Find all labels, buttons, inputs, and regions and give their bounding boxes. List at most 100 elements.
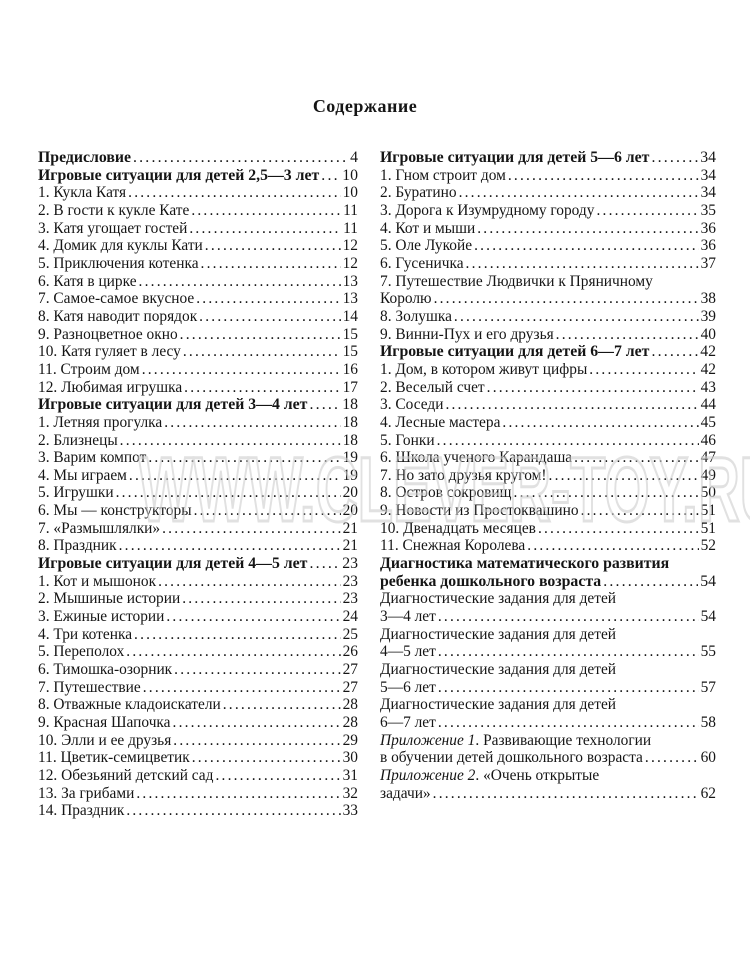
toc-entry-label: 6. Школа ученого Карандаша xyxy=(380,449,573,467)
toc-page-number: 49 xyxy=(700,466,716,484)
toc-entry: 2. Мышиные истории 23 xyxy=(38,590,358,608)
toc-page-number: 23 xyxy=(342,555,358,573)
dot-leader xyxy=(136,785,340,803)
toc-entry: 6—7 лет 58 xyxy=(380,714,716,732)
toc-entry-label: 4. Три котенка xyxy=(38,625,133,643)
toc-entry-label: 14. Праздник xyxy=(38,802,125,820)
toc-entry-label: Игровые ситуации для детей 2,5—3 лет xyxy=(38,166,320,184)
toc-entry: 8. Праздник 21 xyxy=(38,537,358,555)
dot-leader xyxy=(148,449,340,467)
toc-entry: Игровые ситуации для детей 6—7 лет 42 xyxy=(380,343,716,361)
dot-leader xyxy=(142,361,341,379)
toc-page-number: 21 xyxy=(342,519,358,537)
dot-leader xyxy=(162,520,340,538)
toc-page-number: 26 xyxy=(342,643,358,661)
toc-entry-label: 2. В гости к кукле Кате xyxy=(38,201,190,219)
toc-page-number: 28 xyxy=(342,696,358,714)
dot-leader xyxy=(143,679,341,697)
dot-leader xyxy=(514,484,699,502)
dot-leader xyxy=(116,484,341,502)
dot-leader xyxy=(445,396,698,414)
toc-entry-label: 3. Варим компот xyxy=(38,449,147,467)
toc-entry-label: Игровые ситуации для детей 3—4 лет xyxy=(38,396,308,414)
toc-page-number: 17 xyxy=(342,378,358,396)
toc-page-number: 19 xyxy=(342,466,358,484)
toc-entry-label: Приложение 1. Развивающие технологии xyxy=(380,731,652,749)
dot-leader xyxy=(589,361,698,379)
toc-page-number: 37 xyxy=(700,254,716,272)
toc-page-number: 36 xyxy=(700,219,716,237)
toc-entry-label: 2. Мышиные истории xyxy=(38,590,181,608)
dot-leader xyxy=(438,714,699,732)
dot-leader xyxy=(173,714,341,732)
toc-entry: задачи» 62 xyxy=(380,785,716,803)
dot-leader xyxy=(437,432,699,450)
toc-entry: 7. Но зато друзья кругом! 49 xyxy=(380,467,716,485)
toc-entry: 10. Элли и ее друзья 29 xyxy=(38,732,358,750)
toc-page-number: 35 xyxy=(700,201,716,219)
toc-page-number: 55 xyxy=(700,643,716,661)
dot-leader xyxy=(581,502,699,520)
toc-entry: 9. Винни-Пух и его друзья 40 xyxy=(380,326,716,344)
toc-page-number: 46 xyxy=(700,431,716,449)
toc-entry: 8. Остров сокровищ 50 xyxy=(380,484,716,502)
toc-entry-label: 9. Красная Шапочка xyxy=(38,714,171,731)
toc-entry: 2. В гости к кукле Кате 11 xyxy=(38,202,358,220)
toc-entry-label: Игровые ситуации для детей 5—6 лет xyxy=(380,149,650,166)
toc-page-number: 38 xyxy=(700,290,716,308)
dot-leader xyxy=(194,502,341,520)
toc-entry: 3. Дорога к Изумрудному городу 35 xyxy=(380,202,716,220)
toc-entry-label: 5. Переполох xyxy=(38,643,125,661)
toc-page-number: 18 xyxy=(342,396,358,414)
toc-page-number: 23 xyxy=(342,572,358,590)
toc-entry-label: 9. Винни-Пух и его друзья xyxy=(380,325,554,343)
toc-entry-label: Диагностические задания для детей xyxy=(380,625,617,643)
dot-leader xyxy=(434,290,699,308)
toc-entry: 12. Любимая игрушка 17 xyxy=(38,379,358,397)
toc-page-number: 18 xyxy=(342,413,358,431)
toc-entry: Диагностические задания для детей xyxy=(380,590,716,608)
toc-entry-label: 5. Игрушки xyxy=(38,484,114,502)
toc-entry-label: 8. Остров сокровищ xyxy=(380,484,512,502)
dot-leader xyxy=(223,696,341,714)
dot-leader xyxy=(502,414,698,432)
toc-entry: 6. Школа ученого Карандаша 47 xyxy=(380,449,716,467)
toc-entry: Игровые ситуации для детей 2,5—3 лет 10 xyxy=(38,167,358,185)
dot-leader xyxy=(438,608,699,626)
dot-leader xyxy=(556,326,699,344)
dot-leader xyxy=(119,537,341,555)
toc-entry-label: 4. Домик для куклы Кати xyxy=(38,237,203,255)
dot-leader xyxy=(180,326,341,344)
toc-entry: 8. Катя наводит порядок 14 xyxy=(38,308,358,326)
dot-leader xyxy=(466,255,699,273)
dot-leader xyxy=(182,590,340,608)
toc-entry: 5. Оле Лукойе 36 xyxy=(380,237,716,255)
dot-leader xyxy=(128,184,340,202)
toc-page-number: 4 xyxy=(350,149,358,166)
toc-entry: Диагностические задания для детей xyxy=(380,696,716,714)
toc-entry: 3. Ежиные истории 24 xyxy=(38,608,358,626)
toc-entry: Королю 38 xyxy=(380,290,716,308)
toc-page-number: 31 xyxy=(342,766,358,784)
toc-entry-label: 11. Цветик-семицветик xyxy=(38,749,190,767)
dot-leader xyxy=(651,149,698,167)
toc-page-number: 42 xyxy=(700,360,716,378)
toc-entry: 5. Приключения котенка 12 xyxy=(38,255,358,273)
toc-entry-label: 5—6 лет xyxy=(380,678,436,696)
toc-entry-label: 3. Ежиные истории xyxy=(38,608,165,626)
toc-entry-label: 6. Гусеничка xyxy=(380,254,464,272)
toc-page-number: 43 xyxy=(700,378,716,396)
toc-entry-label: 1. Кукла Катя xyxy=(38,184,127,202)
toc-page-number: 18 xyxy=(342,431,358,449)
toc-entry: 5. Переполох 26 xyxy=(38,643,358,661)
toc-page-number: 57 xyxy=(700,678,716,696)
toc-entry: 2. Веселый счет 43 xyxy=(380,379,716,397)
toc-entry-label: 1. Гном строит дом xyxy=(380,166,506,184)
toc-page-number: 29 xyxy=(342,731,358,749)
toc-entry: 4. Кот и мыши 36 xyxy=(380,220,716,238)
dot-leader xyxy=(508,167,699,185)
dot-leader xyxy=(645,749,699,767)
toc-entry-label: 6. Тимошка-озорник xyxy=(38,661,173,679)
toc-page-number: 12 xyxy=(342,254,358,272)
dot-leader xyxy=(477,220,698,238)
